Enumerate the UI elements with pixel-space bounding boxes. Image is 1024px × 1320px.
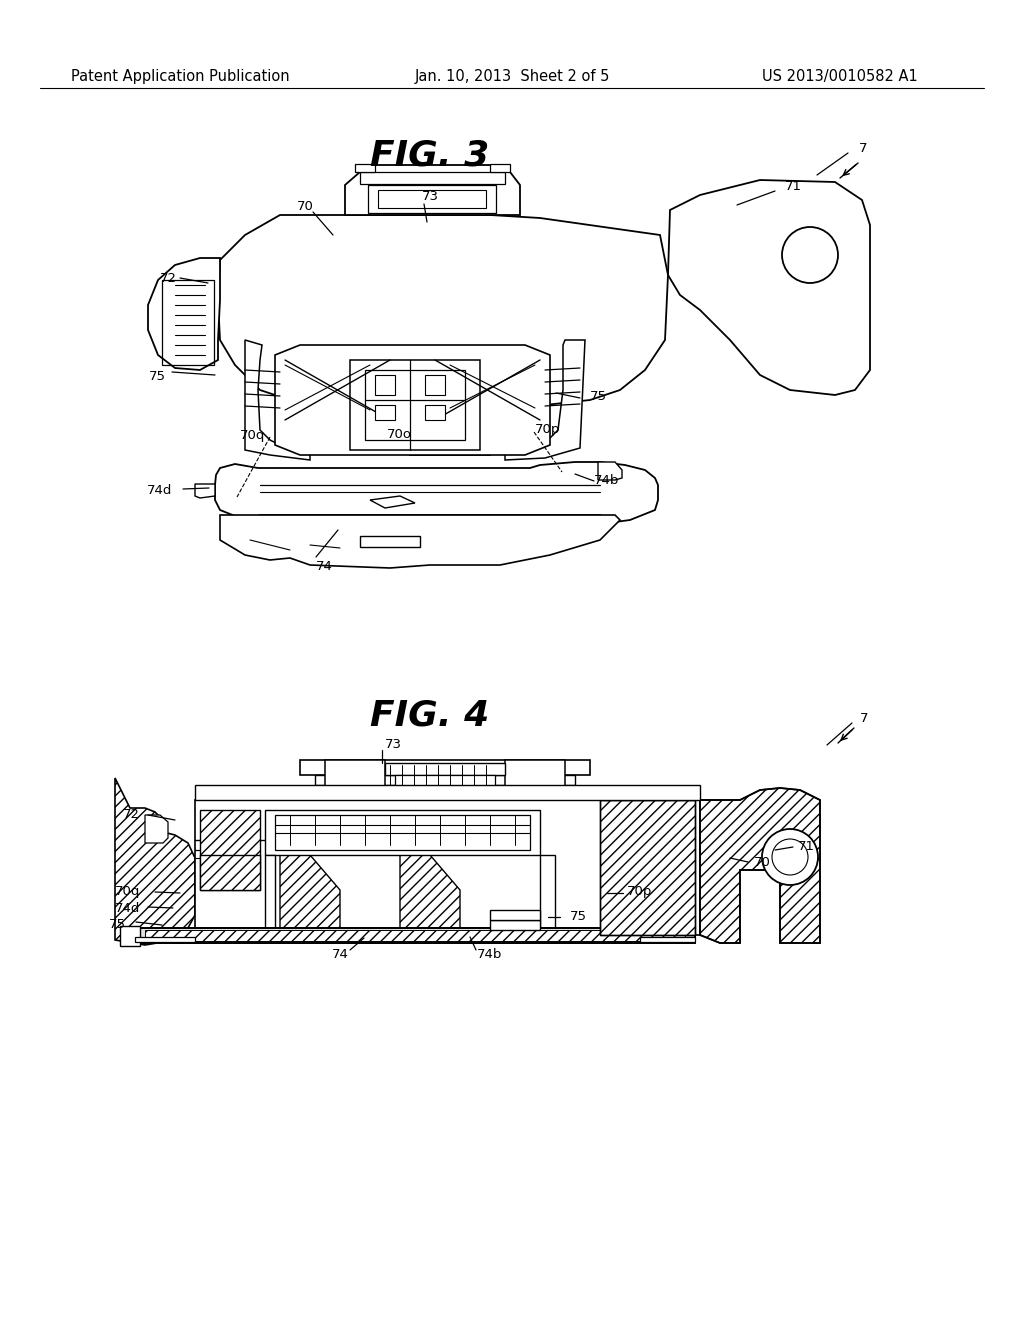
Text: 75: 75 <box>590 391 606 404</box>
Bar <box>135 937 195 942</box>
Bar <box>135 928 695 942</box>
Text: 74d: 74d <box>147 483 173 496</box>
Text: 74b: 74b <box>594 474 620 487</box>
Polygon shape <box>220 515 620 568</box>
Text: 73: 73 <box>422 190 438 202</box>
Text: 71: 71 <box>784 180 802 193</box>
Bar <box>490 909 540 920</box>
Text: 70q: 70q <box>241 429 265 441</box>
Text: 75: 75 <box>569 909 587 923</box>
Text: 75: 75 <box>148 370 166 383</box>
Bar <box>395 775 495 789</box>
Circle shape <box>782 227 838 282</box>
Bar <box>120 927 140 946</box>
Text: 70p: 70p <box>628 886 652 899</box>
Polygon shape <box>425 375 445 395</box>
Bar <box>315 775 575 785</box>
Text: 7: 7 <box>859 141 867 154</box>
Polygon shape <box>505 341 585 459</box>
Polygon shape <box>598 462 622 480</box>
Text: 70p: 70p <box>536 424 561 437</box>
Text: Jan. 10, 2013  Sheet 2 of 5: Jan. 10, 2013 Sheet 2 of 5 <box>415 70 609 84</box>
Bar <box>162 280 214 366</box>
Circle shape <box>772 840 808 875</box>
Bar <box>145 931 685 941</box>
Polygon shape <box>275 345 550 455</box>
Polygon shape <box>345 165 520 215</box>
Bar <box>350 360 480 450</box>
Polygon shape <box>280 855 340 931</box>
Bar <box>378 190 486 209</box>
Text: 70: 70 <box>297 201 313 214</box>
Bar <box>640 937 695 942</box>
Polygon shape <box>195 484 215 498</box>
Bar <box>355 164 375 172</box>
Bar <box>325 760 385 810</box>
Bar <box>200 855 260 890</box>
Polygon shape <box>360 536 420 546</box>
Text: 70o: 70o <box>386 429 412 441</box>
Text: 70q: 70q <box>116 886 140 899</box>
Bar <box>200 810 260 890</box>
Bar <box>368 185 496 213</box>
Bar <box>195 800 700 935</box>
Text: 74b: 74b <box>477 948 503 961</box>
Text: 71: 71 <box>798 841 814 854</box>
Circle shape <box>762 829 818 884</box>
Polygon shape <box>425 405 445 420</box>
Text: 74d: 74d <box>116 902 140 915</box>
Bar <box>275 814 530 850</box>
Text: 7: 7 <box>860 711 868 725</box>
Bar <box>265 810 540 855</box>
Bar <box>135 928 695 942</box>
Text: 74: 74 <box>332 948 348 961</box>
Text: 74: 74 <box>315 561 333 573</box>
Text: 73: 73 <box>384 738 401 751</box>
Bar <box>540 855 555 935</box>
Text: FIG. 3: FIG. 3 <box>371 139 489 172</box>
Polygon shape <box>668 180 870 395</box>
Bar <box>365 370 465 440</box>
Bar <box>490 164 510 172</box>
Bar <box>300 760 590 775</box>
Polygon shape <box>375 375 395 395</box>
Polygon shape <box>215 462 658 521</box>
Bar <box>360 172 505 183</box>
Polygon shape <box>700 788 820 942</box>
Polygon shape <box>400 855 460 931</box>
Bar <box>385 763 505 775</box>
Text: FIG. 4: FIG. 4 <box>371 698 489 733</box>
Polygon shape <box>145 814 168 843</box>
Polygon shape <box>375 405 395 420</box>
Bar <box>490 920 540 931</box>
Bar <box>600 800 695 935</box>
Bar <box>265 855 275 935</box>
Bar <box>505 760 565 810</box>
Bar <box>195 785 700 800</box>
Polygon shape <box>218 215 668 455</box>
Text: 72: 72 <box>123 808 139 821</box>
Text: Patent Application Publication: Patent Application Publication <box>71 70 290 84</box>
Text: 70: 70 <box>754 857 770 870</box>
Bar <box>600 800 695 935</box>
Polygon shape <box>245 341 310 459</box>
Polygon shape <box>148 257 220 370</box>
Text: 75: 75 <box>109 917 126 931</box>
Polygon shape <box>370 496 415 508</box>
Text: US 2013/0010582 A1: US 2013/0010582 A1 <box>762 70 918 84</box>
Polygon shape <box>115 777 195 945</box>
Text: 72: 72 <box>160 272 176 285</box>
